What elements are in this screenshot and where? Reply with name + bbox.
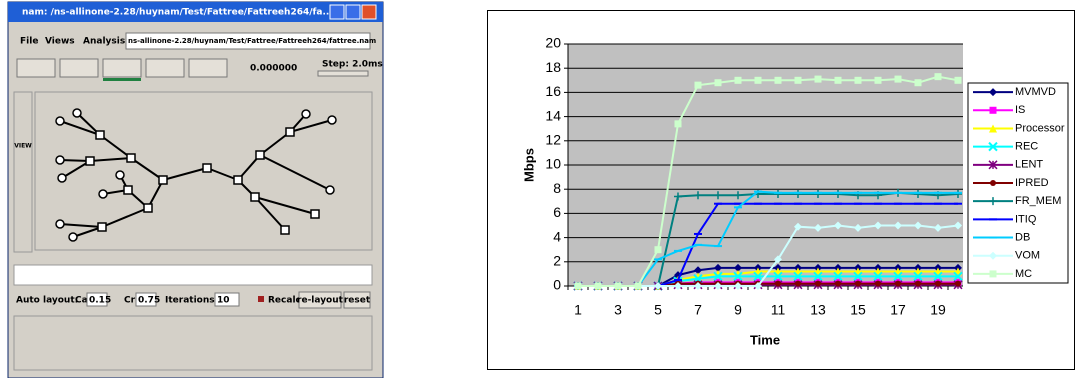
- marker: [990, 180, 996, 186]
- legend-label: Processor: [1015, 122, 1065, 134]
- marker: [835, 281, 841, 287]
- y-tick-label: 14: [545, 107, 561, 123]
- marker: [635, 283, 642, 290]
- y-tick-label: 10: [545, 156, 561, 172]
- y-tick-label: 4: [553, 228, 561, 244]
- marker: [815, 281, 821, 287]
- marker: [655, 246, 662, 253]
- marker: [855, 77, 862, 84]
- marker: [895, 76, 902, 83]
- marker: [595, 283, 602, 290]
- marker: [775, 281, 781, 287]
- marker: [735, 77, 742, 84]
- marker: [915, 281, 921, 287]
- x-tick-label: 17: [890, 302, 906, 318]
- x-tick-label: 19: [930, 302, 946, 318]
- y-tick-label: 16: [545, 83, 561, 99]
- marker: [895, 281, 901, 287]
- x-axis-label: Time: [750, 332, 780, 347]
- marker: [695, 82, 702, 89]
- x-tick-label: 9: [734, 302, 742, 318]
- y-tick-label: 18: [545, 59, 561, 75]
- y-tick-label: 12: [545, 132, 561, 148]
- page: nam: /ns-allinone-2.28/huynam/Test/Fattr…: [0, 0, 1083, 378]
- x-tick-label: 1: [574, 302, 582, 318]
- legend-label: IS: [1015, 104, 1025, 116]
- marker: [875, 281, 881, 287]
- legend-label: FR_MEM: [1015, 195, 1061, 207]
- legend-label: DB: [1015, 231, 1030, 243]
- y-tick-label: 8: [553, 180, 561, 196]
- legend-label: VOM: [1015, 250, 1040, 262]
- marker: [990, 270, 997, 277]
- legend-label: MC: [1015, 268, 1032, 280]
- marker: [935, 281, 941, 287]
- marker: [715, 79, 722, 86]
- x-tick-label: 3: [614, 302, 622, 318]
- y-tick-label: 6: [553, 204, 561, 220]
- x-tick-label: 7: [694, 302, 702, 318]
- y-axis-label: Mbps: [521, 148, 536, 182]
- x-tick-label: 5: [654, 302, 662, 318]
- marker: [855, 281, 861, 287]
- marker: [835, 77, 842, 84]
- legend-label: ITIQ: [1015, 213, 1037, 225]
- x-tick-label: 13: [810, 302, 826, 318]
- marker: [775, 77, 782, 84]
- marker: [815, 76, 822, 83]
- marker: [575, 283, 582, 290]
- legend-label: MVMVD: [1015, 86, 1056, 98]
- marker: [990, 107, 997, 114]
- y-tick-label: 2: [553, 253, 561, 269]
- marker: [955, 281, 961, 287]
- marker: [915, 79, 922, 86]
- legend-label: IPRED: [1015, 177, 1049, 189]
- marker: [795, 281, 801, 287]
- x-tick-label: 15: [850, 302, 866, 318]
- marker: [755, 77, 762, 84]
- marker: [875, 77, 882, 84]
- legend-label: LENT: [1015, 159, 1043, 171]
- marker: [955, 77, 962, 84]
- marker: [795, 77, 802, 84]
- legend-label: REC: [1015, 141, 1038, 153]
- marker: [935, 73, 942, 80]
- marker: [615, 283, 622, 290]
- marker: [675, 120, 682, 127]
- y-tick-label: 20: [545, 35, 561, 51]
- chart: Mbps Time 024681012141618201357911131517…: [0, 0, 1083, 378]
- x-tick-label: 11: [771, 302, 786, 318]
- y-tick-label: 0: [553, 277, 561, 293]
